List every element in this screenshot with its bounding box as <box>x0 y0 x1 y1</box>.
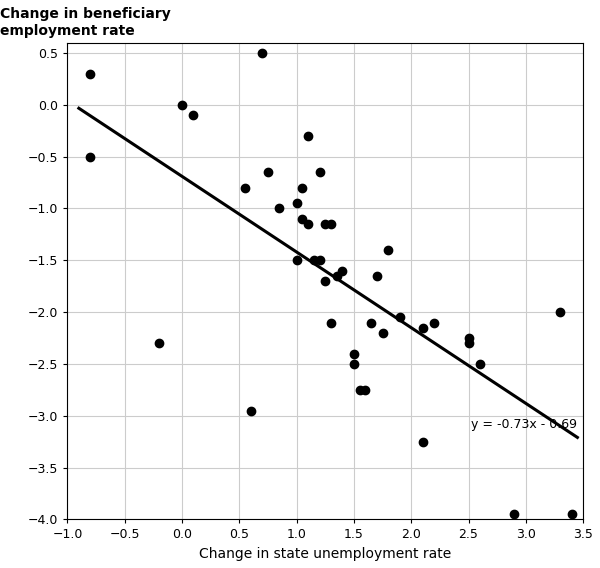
Point <box>366 318 376 327</box>
Point <box>326 318 336 327</box>
Point <box>298 183 307 193</box>
Point <box>177 101 187 110</box>
Point <box>320 219 330 228</box>
Point <box>383 245 393 254</box>
Point <box>349 349 359 358</box>
Point <box>509 509 519 519</box>
Point <box>240 183 250 193</box>
Point <box>464 333 473 343</box>
Point <box>188 111 198 120</box>
Point <box>372 272 382 281</box>
X-axis label: Change in state unemployment rate: Change in state unemployment rate <box>199 547 451 561</box>
Text: Change in beneficiary
employment rate: Change in beneficiary employment rate <box>1 7 171 38</box>
Point <box>257 48 267 57</box>
Point <box>275 204 284 213</box>
Point <box>378 328 388 337</box>
Point <box>86 152 95 161</box>
Point <box>292 199 301 208</box>
Point <box>292 256 301 265</box>
Point <box>320 277 330 286</box>
Point <box>315 168 325 177</box>
Text: y = -0.73x - 0.69: y = -0.73x - 0.69 <box>472 417 577 431</box>
Point <box>303 131 313 140</box>
Point <box>86 69 95 78</box>
Point <box>303 219 313 228</box>
Point <box>361 385 370 394</box>
Point <box>263 168 273 177</box>
Point <box>309 256 319 265</box>
Point <box>464 339 473 348</box>
Point <box>430 318 439 327</box>
Point <box>246 406 256 415</box>
Point <box>315 256 325 265</box>
Point <box>567 509 577 519</box>
Point <box>355 385 364 394</box>
Point <box>475 360 485 369</box>
Point <box>418 437 427 446</box>
Point <box>349 360 359 369</box>
Point <box>298 214 307 223</box>
Point <box>556 308 565 317</box>
Point <box>326 219 336 228</box>
Point <box>154 339 164 348</box>
Point <box>338 266 347 275</box>
Point <box>395 313 404 322</box>
Point <box>332 272 341 281</box>
Point <box>418 323 427 332</box>
